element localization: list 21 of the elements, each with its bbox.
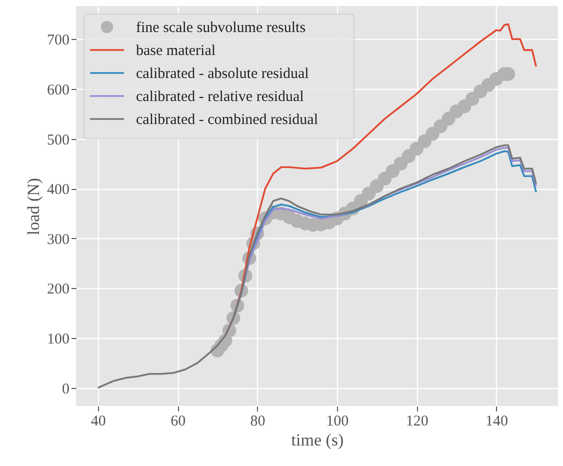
legend-label: calibrated - absolute residual xyxy=(136,66,309,82)
y-tick-label: 0 xyxy=(62,381,70,398)
x-tick-label: 60 xyxy=(170,414,186,430)
x-tick-label: 40 xyxy=(90,414,106,430)
y-axis-title: load (N) xyxy=(24,178,43,236)
x-tick-label: 120 xyxy=(406,414,428,430)
legend-label: base material xyxy=(136,43,216,59)
legend-label: calibrated - combined residual xyxy=(136,112,318,128)
x-tick-label: 140 xyxy=(486,414,508,430)
x-tick-label: 100 xyxy=(326,414,349,430)
x-tick-label: 80 xyxy=(250,414,266,430)
x-axis-title: time (s) xyxy=(291,430,344,450)
legend-label: calibrated - relative residual xyxy=(136,89,304,105)
y-tick-label: 100 xyxy=(47,332,70,348)
y-tick-label: 200 xyxy=(47,282,70,298)
y-tick-label: 600 xyxy=(47,82,70,98)
y-tick-label: 500 xyxy=(47,132,70,148)
legend-label: fine scale subvolume results xyxy=(136,20,306,36)
y-tick-label: 300 xyxy=(47,232,70,248)
y-tick-label: 700 xyxy=(47,32,70,49)
y-tick-label: 400 xyxy=(47,182,70,198)
